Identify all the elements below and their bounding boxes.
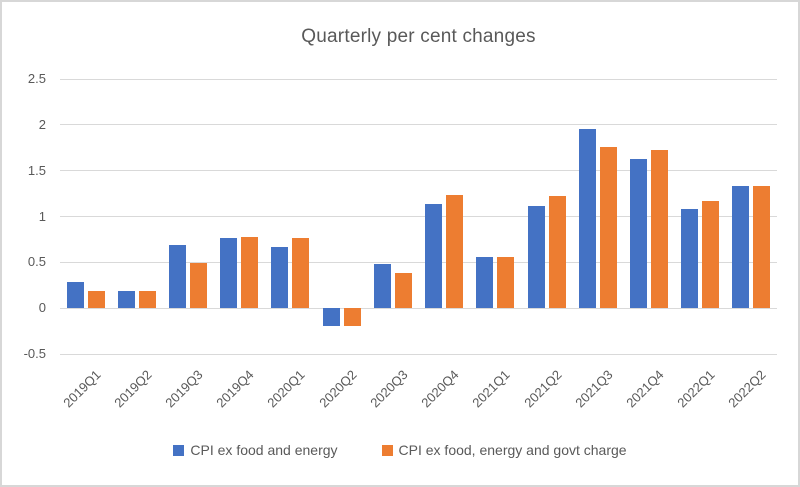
- gridline-y--0.5: [60, 353, 777, 355]
- bar-2021Q1-series-1: [476, 256, 494, 309]
- bar-2021Q3-series-1: [578, 129, 596, 309]
- legend-item-series-2: CPI ex food, energy and govt charge: [381, 442, 627, 458]
- bar-2021Q2-series-2: [548, 196, 566, 309]
- bar-2019Q2-series-1: [117, 290, 135, 309]
- y-tick-label: 2: [38, 116, 46, 132]
- legend-swatch-blue: [173, 444, 185, 456]
- bar-2019Q4-series-1: [220, 237, 238, 309]
- legend-label-series-2: CPI ex food, energy and govt charge: [398, 442, 627, 458]
- gridline-y-0: [60, 307, 777, 309]
- bar-2021Q4-series-1: [629, 158, 647, 309]
- bar-2019Q3-series-2: [190, 263, 208, 309]
- bar-2020Q2-series-1: [322, 308, 340, 326]
- bar-2020Q4-series-1: [425, 203, 443, 309]
- gridline-y-1: [60, 216, 777, 217]
- bar-2022Q1-series-2: [702, 200, 720, 309]
- y-tick-label: -0.5: [23, 346, 46, 361]
- bar-2019Q4-series-2: [241, 236, 259, 309]
- bar-2021Q3-series-2: [599, 146, 617, 309]
- bar-2022Q2-series-2: [753, 186, 771, 309]
- chart-title: Quarterly per cent changes: [301, 26, 536, 47]
- bar-2019Q2-series-2: [138, 290, 156, 309]
- gridline-y-0.5: [60, 261, 777, 263]
- legend-item-series-1: CPI ex food and energy: [173, 442, 338, 458]
- bar-2022Q2-series-1: [732, 186, 750, 309]
- bar-2020Q2-series-2: [343, 308, 361, 326]
- bar-2019Q3-series-1: [169, 244, 187, 309]
- bar-2020Q4-series-2: [446, 194, 464, 309]
- bar-2019Q1-series-2: [87, 290, 105, 309]
- y-tick-label: 2.5: [27, 71, 46, 86]
- bar-2019Q1-series-1: [66, 281, 84, 309]
- bar-2021Q1-series-2: [497, 256, 515, 309]
- gridline-y-2: [60, 124, 777, 126]
- bar-2020Q1-series-2: [292, 237, 310, 309]
- bar-2021Q4-series-2: [650, 149, 668, 309]
- legend: CPI ex food and energy CPI ex food, ener…: [0, 442, 800, 458]
- bar-2020Q3-series-1: [373, 264, 391, 309]
- bar-2020Q3-series-2: [394, 273, 412, 309]
- gridline-y-2.5: [60, 78, 777, 80]
- y-tick-label: 0.5: [27, 254, 46, 270]
- y-tick-label: 1.5: [27, 162, 46, 178]
- bar-2020Q1-series-1: [271, 246, 289, 309]
- bar-2021Q2-series-1: [527, 205, 545, 309]
- bar-2022Q1-series-1: [681, 209, 699, 309]
- y-tick-label: 0: [38, 300, 46, 316]
- legend-swatch-orange: [381, 444, 393, 456]
- legend-label-series-1: CPI ex food and energy: [190, 442, 338, 458]
- y-tick-label: 1: [38, 208, 46, 224]
- gridline-y-1.5: [60, 170, 777, 172]
